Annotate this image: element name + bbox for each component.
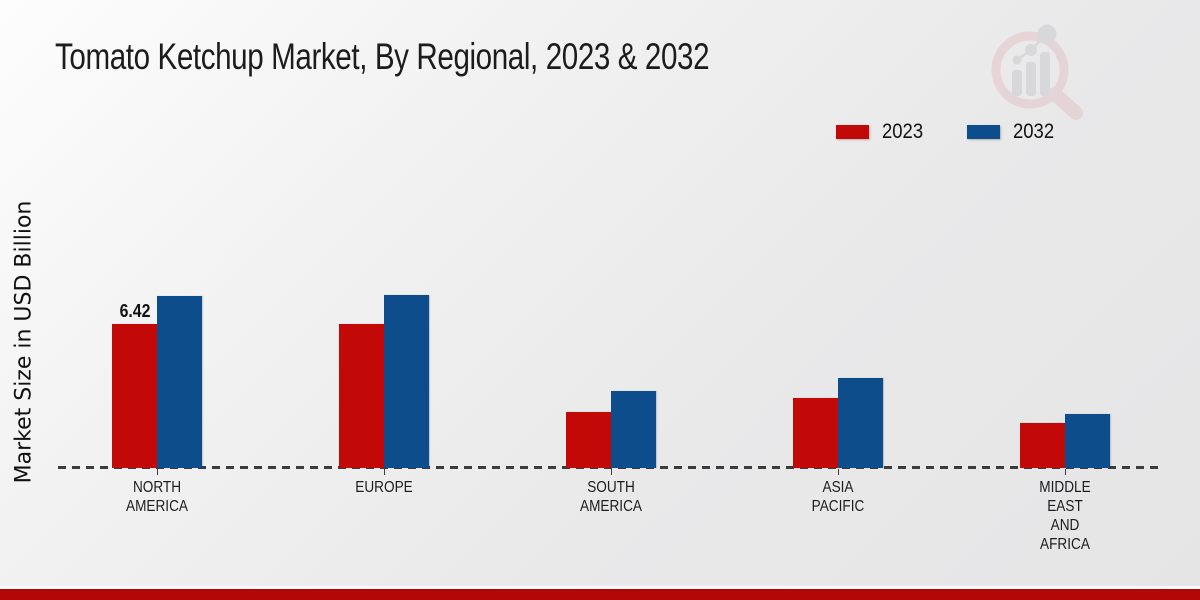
watermark-dot-3 [1037, 24, 1057, 44]
legend-label-2023: 2023 [882, 120, 924, 143]
magnifier-ring-icon [991, 31, 1069, 109]
x-axis-tick [157, 469, 158, 475]
x-axis-tick [1065, 469, 1066, 475]
legend-swatch-2023 [836, 125, 869, 139]
legend-swatch-2032 [966, 125, 1000, 139]
legend: 2023 2032 [836, 120, 1059, 144]
category-label-europe: EUROPE [355, 479, 413, 496]
value-label-2023-north-america: 6.42 [119, 301, 150, 321]
bar-2032-south-america [611, 391, 656, 468]
chart-title: Tomato Ketchup Market, By Regional, 2023… [55, 36, 710, 77]
magnifier-handle-icon [1048, 87, 1083, 120]
legend-item-2023: 2023 [836, 120, 929, 144]
bar-2023-south-america [566, 412, 611, 468]
watermark-bar-3 [1040, 52, 1050, 96]
category-label-south-america: SOUTH AMERICA [580, 479, 642, 515]
x-axis-tick [838, 469, 839, 475]
x-axis-tick [384, 469, 385, 475]
footer-highlight-line [0, 586, 1200, 589]
bar-2023-north-america [112, 324, 157, 468]
bar-2023-europe [339, 324, 384, 468]
footer-accent-bar [0, 589, 1200, 600]
watermark-bar-1 [1012, 70, 1022, 96]
watermark-bar-2 [1026, 62, 1036, 96]
bar-2032-asia-pacific [838, 378, 883, 468]
x-axis-tick [611, 469, 612, 475]
brand-watermark-logo [991, 24, 1083, 120]
legend-item-2032: 2032 [966, 120, 1060, 144]
bar-2032-europe [384, 295, 429, 468]
category-label-middle-east-and-africa: MIDDLE EAST AND AFRICA [1039, 479, 1091, 553]
bar-2032-north-america [157, 296, 202, 468]
bar-2023-asia-pacific [793, 398, 838, 468]
legend-label-2032: 2032 [1012, 120, 1054, 143]
bar-2023-middle-east-and-africa [1020, 423, 1065, 468]
category-label-asia-pacific: ASIA PACIFIC [811, 479, 865, 515]
bar-2032-middle-east-and-africa [1065, 414, 1110, 468]
watermark-dot-1 [1012, 55, 1022, 65]
category-label-north-america: NORTH AMERICA [126, 479, 188, 515]
watermark-dot-2 [1025, 44, 1037, 56]
